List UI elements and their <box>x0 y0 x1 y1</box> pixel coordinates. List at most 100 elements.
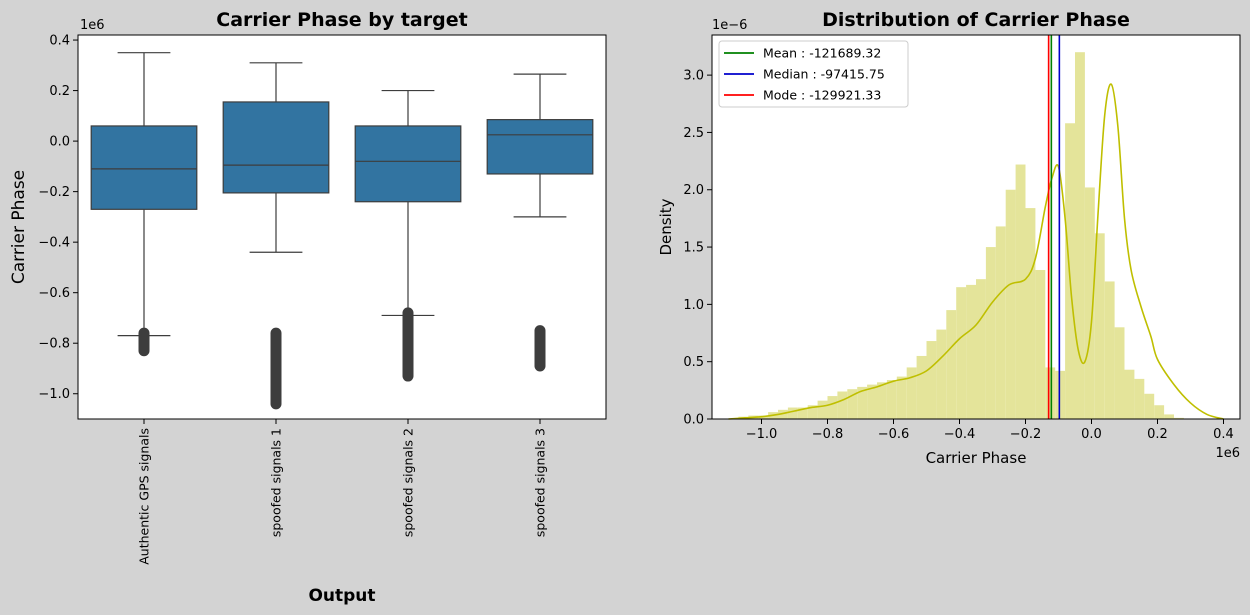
histogram-frame <box>711 34 1241 420</box>
boxplot-x-tick-label: Authentic GPS signals <box>137 428 152 565</box>
histogram-y-tick-label: 0.0 <box>683 413 704 428</box>
box-iqr <box>354 125 462 203</box>
box-1 <box>90 52 198 357</box>
box-iqr <box>486 119 594 175</box>
histogram-y-tick-label: 1.0 <box>683 298 704 313</box>
boxplot-x-axis-label: Output <box>308 586 375 606</box>
histogram-bar <box>956 287 967 419</box>
histogram-bar <box>847 389 858 419</box>
histogram-bar <box>1134 378 1145 419</box>
histogram-bar <box>1154 405 1165 419</box>
boxplot-y-tick-label: 0.0 <box>49 135 70 150</box>
histogram-x-axis-label: Carrier Phase <box>926 449 1027 467</box>
histogram-bar <box>1084 187 1095 419</box>
histogram-bar <box>886 380 897 419</box>
boxplot-y-tick-label: 0.4 <box>49 34 70 49</box>
histogram-y-axis-label: Density <box>657 198 675 255</box>
boxplot-x-ticks: Authentic GPS signals spoofed signals 1 sp… <box>137 419 548 565</box>
boxplot-plot-area <box>78 35 606 419</box>
histogram-bar <box>1094 233 1105 419</box>
histogram-bar <box>1035 269 1046 419</box>
histogram-y-ticks: 0.0 0.5 1.0 1.5 2.0 2.5 3.0 <box>683 69 712 428</box>
histogram-bar <box>817 400 828 419</box>
histogram-bar <box>896 376 907 419</box>
histogram-legend: Mean : -121689.32 Median : -97415.75 Mode … <box>718 40 909 108</box>
histogram-bar <box>906 367 917 419</box>
histogram-y-tick-label: 0.5 <box>683 355 704 370</box>
boxplot-x-tick-label: spoofed signals 2 <box>401 428 416 537</box>
boxplot-y-tick-label: −0.8 <box>38 337 70 352</box>
histogram-bar <box>1015 164 1026 419</box>
box-2 <box>222 62 330 410</box>
histogram-x-ticks: −1.0 −0.8 −0.6 −0.4 −0.2 0.0 0.2 0.4 <box>746 419 1234 442</box>
histogram-x-tick-label: −0.8 <box>812 427 844 442</box>
boxplot-y-tick-label: 0.2 <box>49 84 70 99</box>
histogram-bar <box>1025 208 1036 419</box>
box-iqr <box>90 125 198 210</box>
histogram-bar <box>867 384 877 419</box>
boxplot-y-tick-label: −0.2 <box>38 185 70 200</box>
boxplot-y-offset-label: 1e6 <box>80 18 105 33</box>
histogram-bar <box>857 386 868 419</box>
histogram-bar <box>827 396 838 419</box>
histogram-bar <box>1114 327 1125 419</box>
histogram-bar <box>1075 52 1085 419</box>
histogram-y-offset-label: 1e−6 <box>712 18 747 33</box>
histogram-bar <box>1144 393 1155 419</box>
histogram-bar <box>936 329 947 419</box>
histogram-bar <box>837 391 848 419</box>
histogram-bar <box>877 382 887 419</box>
histogram-bar <box>916 355 927 419</box>
histogram-x-tick-label: −0.2 <box>1010 427 1042 442</box>
histogram-y-tick-label: 1.5 <box>683 241 704 256</box>
boxplot-marks <box>90 52 594 410</box>
histogram-panel: Distribution of Carrier Phase 1e−6 1e6 D… <box>657 9 1241 467</box>
legend-box <box>718 40 909 108</box>
boxplot-y-ticks: 0.4 0.2 0.0 −0.2 −0.4 −0.6 −0.8 −1.0 <box>38 34 78 402</box>
boxplot-panel: Carrier Phase by target 1e6 Carrier Phas… <box>9 9 607 606</box>
histogram-x-tick-label: −0.4 <box>944 427 976 442</box>
histogram-x-tick-label: 0.4 <box>1213 427 1234 442</box>
box-iqr <box>222 101 330 194</box>
legend-items: Mean : -121689.32 Median : -97415.75 Mode … <box>724 46 885 103</box>
legend-label: Median : -97415.75 <box>763 67 885 82</box>
histogram-bar <box>1164 414 1174 419</box>
histogram-y-tick-label: 2.0 <box>683 183 704 198</box>
histogram-x-tick-label: −0.6 <box>878 427 910 442</box>
box-4 <box>486 73 594 372</box>
boxplot-x-tick-label: spoofed signals 1 <box>269 428 284 537</box>
histogram-x-tick-label: 0.2 <box>1147 427 1168 442</box>
histogram-stat-lines <box>1047 35 1061 419</box>
boxplot-y-tick-label: −0.4 <box>38 236 70 251</box>
boxplot-y-axis-label: Carrier Phase <box>9 170 29 284</box>
histogram-bar <box>787 407 798 419</box>
histogram-bar <box>985 247 996 419</box>
histogram-bar <box>1005 189 1016 419</box>
histogram-bar <box>807 405 818 419</box>
histogram-bar <box>1104 281 1115 419</box>
histogram-title: Distribution of Carrier Phase <box>822 9 1130 31</box>
histogram-x-offset-label: 1e6 <box>1215 446 1240 461</box>
histogram-y-tick-label: 2.5 <box>683 126 704 141</box>
histogram-bar <box>966 284 976 419</box>
boxplot-title: Carrier Phase by target <box>216 9 467 31</box>
histogram-bar <box>1124 369 1135 419</box>
histogram-bar <box>976 279 986 419</box>
legend-label: Mean : -121689.32 <box>763 46 881 61</box>
histogram-x-tick-label: −1.0 <box>746 427 778 442</box>
histogram-bar <box>778 409 788 419</box>
histogram-bar <box>1174 417 1184 419</box>
boxplot-y-tick-label: −1.0 <box>38 387 70 402</box>
histogram-y-tick-label: 3.0 <box>683 69 704 84</box>
legend-label: Mode : -129921.33 <box>763 88 881 103</box>
histogram-x-tick-label: 0.0 <box>1081 427 1102 442</box>
boxplot-x-tick-label: spoofed signals 3 <box>533 428 548 537</box>
histogram-bar <box>946 310 957 419</box>
histogram-bar <box>995 226 1006 419</box>
histogram-bar <box>1045 367 1056 419</box>
boxplot-frame <box>77 34 607 420</box>
histogram-bar <box>926 341 937 419</box>
histogram-bar <box>797 407 808 419</box>
box-3 <box>354 89 462 382</box>
